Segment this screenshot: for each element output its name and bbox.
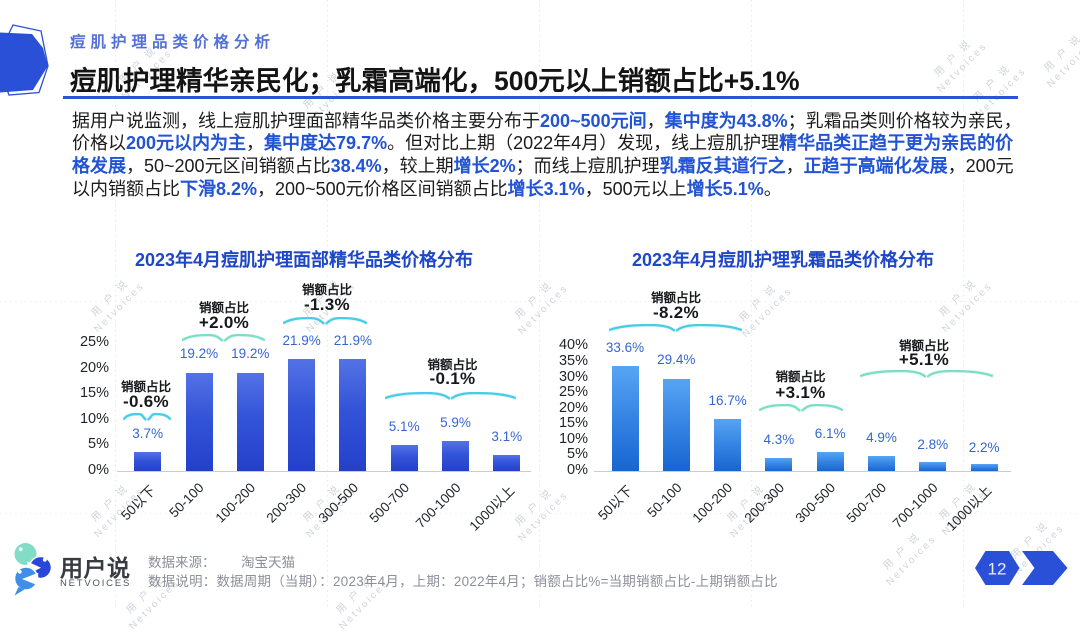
svg-text:12: 12 <box>988 560 1007 579</box>
